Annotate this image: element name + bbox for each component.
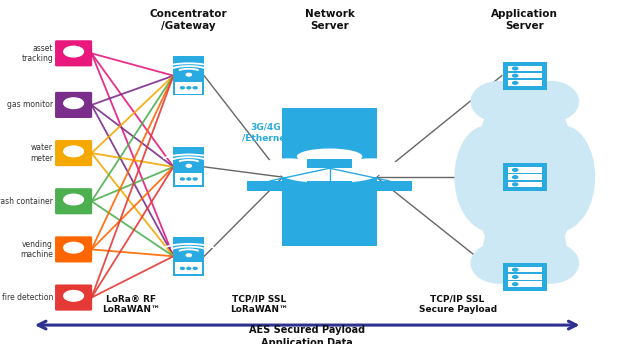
Circle shape: [186, 73, 191, 76]
Ellipse shape: [342, 158, 401, 175]
Circle shape: [180, 267, 184, 269]
Circle shape: [180, 87, 184, 89]
Circle shape: [180, 178, 184, 180]
Bar: [248, 181, 292, 191]
FancyBboxPatch shape: [503, 62, 547, 90]
Circle shape: [513, 276, 518, 278]
Circle shape: [64, 146, 83, 157]
Circle shape: [187, 267, 191, 269]
Circle shape: [64, 243, 83, 253]
Bar: [307, 159, 352, 168]
FancyBboxPatch shape: [173, 56, 204, 95]
Bar: [508, 267, 542, 272]
Bar: [508, 274, 542, 280]
Text: asset
tracking: asset tracking: [21, 44, 53, 63]
Bar: [307, 181, 352, 191]
Circle shape: [187, 87, 191, 89]
Text: water
meter: water meter: [30, 143, 53, 163]
Ellipse shape: [528, 177, 586, 232]
Ellipse shape: [259, 158, 317, 175]
Text: Application
Server: Application Server: [492, 9, 558, 31]
Text: TCP/IP SSL
LoRaWAN™: TCP/IP SSL LoRaWAN™: [230, 294, 288, 314]
Bar: [508, 73, 542, 78]
Bar: [175, 82, 202, 94]
Ellipse shape: [470, 81, 528, 122]
Circle shape: [193, 267, 197, 269]
Circle shape: [64, 98, 83, 108]
Bar: [282, 108, 377, 246]
Text: AES Secured Payload
Application Data: AES Secured Payload Application Data: [249, 325, 365, 344]
Bar: [508, 182, 542, 187]
Circle shape: [64, 291, 83, 301]
Circle shape: [513, 169, 518, 171]
Circle shape: [64, 46, 83, 57]
Text: LoRa® RF
LoRaWAN™: LoRa® RF LoRaWAN™: [102, 294, 160, 314]
FancyBboxPatch shape: [55, 40, 92, 66]
Ellipse shape: [464, 132, 522, 187]
Circle shape: [513, 82, 518, 84]
Ellipse shape: [531, 126, 595, 229]
Bar: [508, 66, 542, 71]
Circle shape: [187, 178, 191, 180]
Ellipse shape: [464, 177, 522, 232]
FancyBboxPatch shape: [55, 92, 92, 118]
Circle shape: [513, 183, 518, 186]
FancyBboxPatch shape: [503, 263, 547, 291]
Text: trash container: trash container: [0, 197, 53, 206]
Ellipse shape: [454, 126, 518, 229]
Bar: [175, 173, 202, 185]
Circle shape: [513, 74, 518, 77]
Ellipse shape: [522, 243, 579, 284]
Ellipse shape: [528, 132, 586, 187]
FancyBboxPatch shape: [173, 237, 204, 276]
FancyBboxPatch shape: [55, 284, 92, 311]
FancyBboxPatch shape: [503, 163, 547, 191]
Ellipse shape: [486, 95, 563, 157]
Circle shape: [64, 194, 83, 205]
FancyBboxPatch shape: [55, 140, 92, 166]
Ellipse shape: [483, 215, 566, 277]
Text: Network
Server: Network Server: [305, 9, 355, 31]
Text: 3G/4G
/Ethernet: 3G/4G /Ethernet: [242, 123, 289, 142]
FancyBboxPatch shape: [55, 236, 92, 262]
Ellipse shape: [280, 164, 379, 183]
Ellipse shape: [470, 243, 528, 284]
Text: TCP/IP SSL
Secure Payload: TCP/IP SSL Secure Payload: [419, 294, 497, 314]
Ellipse shape: [297, 149, 362, 164]
Text: Concentrator
/Gateway: Concentrator /Gateway: [150, 9, 228, 31]
Text: vending
machine: vending machine: [20, 240, 53, 259]
Bar: [508, 281, 542, 287]
Circle shape: [186, 254, 191, 257]
Bar: [367, 181, 412, 191]
Circle shape: [186, 164, 191, 167]
Circle shape: [193, 178, 197, 180]
Text: fire detection: fire detection: [2, 293, 53, 302]
Ellipse shape: [522, 81, 579, 122]
FancyBboxPatch shape: [55, 188, 92, 214]
Circle shape: [513, 268, 518, 271]
Text: gas monitor: gas monitor: [7, 100, 53, 109]
Circle shape: [513, 283, 518, 286]
Circle shape: [513, 176, 518, 179]
Bar: [175, 262, 202, 275]
Ellipse shape: [474, 83, 576, 272]
Bar: [508, 167, 542, 173]
Bar: [508, 80, 542, 86]
Circle shape: [193, 87, 197, 89]
Bar: [508, 174, 542, 180]
FancyBboxPatch shape: [173, 147, 204, 186]
Circle shape: [513, 67, 518, 70]
